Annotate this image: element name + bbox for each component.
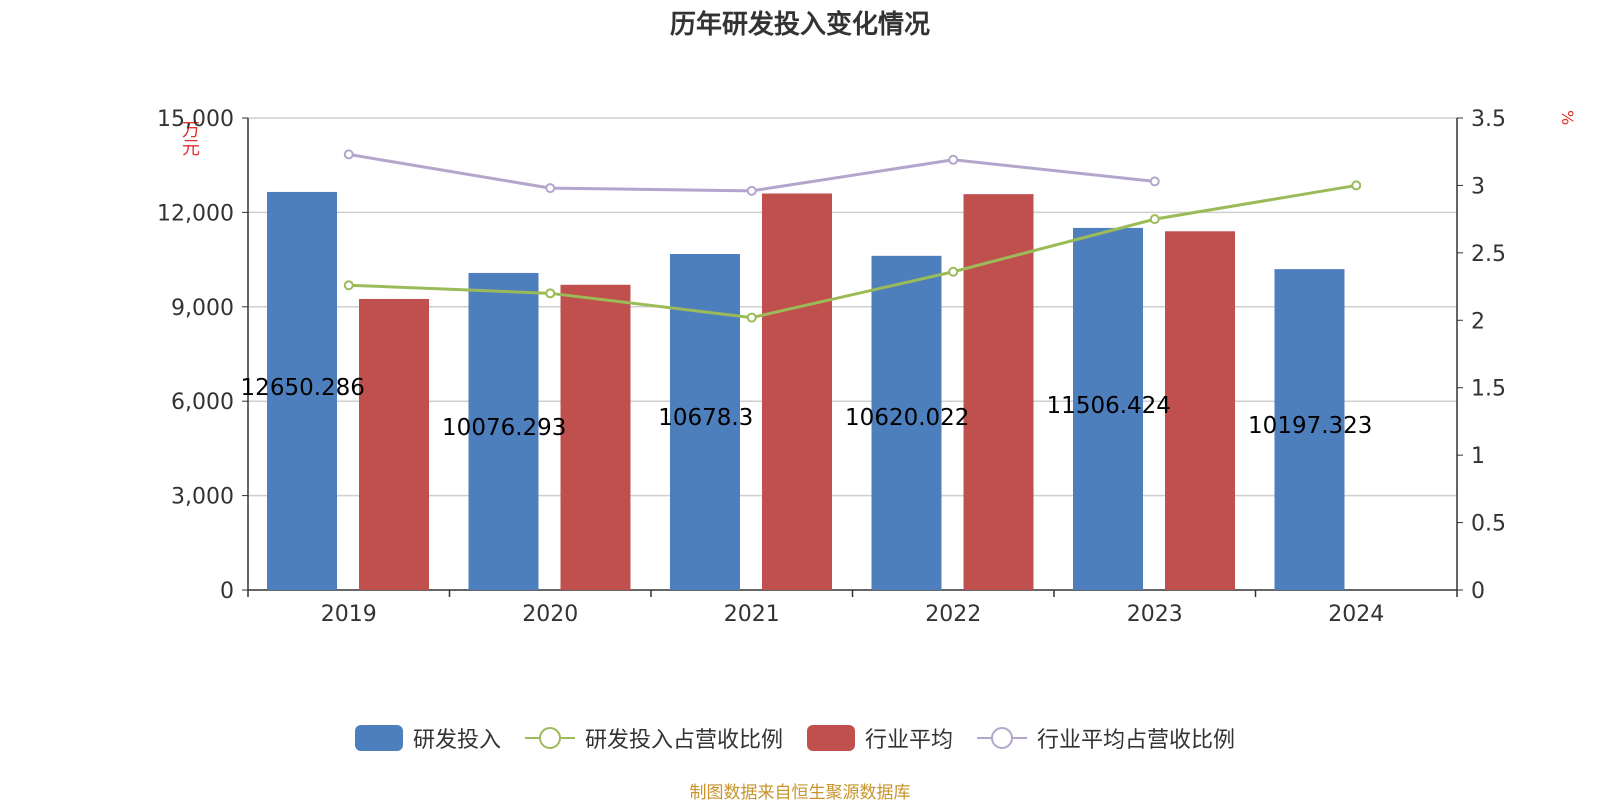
x-tick-label: 2021 bbox=[724, 602, 780, 627]
chart-legend: 研发投入 研发投入占营收比例 行业平均 行业平均占营收比例 bbox=[0, 722, 1600, 754]
left-tick-label: 6,000 bbox=[171, 390, 234, 415]
point-industry-ratio bbox=[1149, 176, 1160, 187]
x-tick-label: 2023 bbox=[1127, 602, 1183, 627]
legend-label-industry-ratio: 行业平均占营收比例 bbox=[1037, 728, 1236, 753]
right-tick-label: 0.5 bbox=[1471, 512, 1506, 537]
legend-swatch-industry-average bbox=[807, 725, 855, 751]
left-axis-unit: 万元 bbox=[179, 120, 200, 156]
right-tick-label: 3.5 bbox=[1471, 107, 1506, 132]
line-industry-ratio bbox=[348, 152, 1155, 193]
point-rd-ratio bbox=[545, 288, 556, 299]
legend-line-marker-rd-ratio bbox=[524, 727, 575, 749]
x-tick-label: 2024 bbox=[1328, 602, 1384, 627]
bar-industry-average bbox=[560, 284, 631, 590]
point-industry-ratio bbox=[746, 185, 757, 196]
point-industry-ratio bbox=[948, 154, 959, 165]
bar-industry-average bbox=[762, 193, 832, 590]
data-label-rd-investment: 11506.424 bbox=[1047, 393, 1171, 419]
bar-rd-investment bbox=[1073, 227, 1143, 590]
bar-rd-investment bbox=[871, 255, 942, 590]
point-rd-ratio bbox=[343, 280, 354, 291]
right-axis-unit: % bbox=[1558, 110, 1577, 126]
right-tick-label: 2 bbox=[1471, 309, 1485, 334]
line-rd-ratio bbox=[348, 183, 1357, 320]
left-tick-label: 3,000 bbox=[171, 485, 234, 510]
legend-line-marker-industry-ratio bbox=[977, 727, 1028, 749]
legend-label-rd-investment: 研发投入 bbox=[412, 728, 501, 753]
point-industry-ratio bbox=[343, 149, 354, 160]
chart-title: 历年研发投入变化情况 bbox=[669, 10, 930, 40]
point-industry-ratio bbox=[545, 183, 556, 194]
data-label-rd-investment: 10678.3 bbox=[658, 405, 753, 431]
bar-industry-average bbox=[1165, 231, 1235, 590]
right-tick-label: 0 bbox=[1471, 579, 1485, 604]
x-tick-label: 2020 bbox=[522, 602, 578, 627]
data-label-rd-investment: 12650.286 bbox=[241, 375, 365, 401]
legend-label-industry-average: 行业平均 bbox=[865, 728, 954, 753]
right-tick-label: 1.5 bbox=[1471, 377, 1506, 402]
legend-item-industry-ratio[interactable]: 行业平均占营收比例 bbox=[977, 722, 1235, 754]
right-tick-label: 2.5 bbox=[1471, 242, 1506, 267]
legend-label-rd-ratio: 研发投入占营收比例 bbox=[584, 728, 783, 753]
point-rd-ratio bbox=[1351, 180, 1362, 191]
bar-rd-investment bbox=[267, 191, 337, 590]
right-tick-label: 3 bbox=[1471, 174, 1485, 199]
point-rd-ratio bbox=[948, 266, 959, 277]
bar-industry-average bbox=[359, 298, 429, 590]
source-note: 制图数据来自恒生聚源数据库 bbox=[689, 783, 911, 803]
x-tick-label: 2022 bbox=[925, 602, 981, 627]
left-tick-label: 15,000 bbox=[157, 107, 234, 132]
bar-rd-investment bbox=[468, 272, 539, 590]
left-tick-label: 12,000 bbox=[157, 201, 234, 226]
legend-swatch-rd-investment bbox=[354, 725, 403, 751]
data-label-rd-investment: 10620.022 bbox=[845, 405, 969, 431]
left-tick-label: 0 bbox=[220, 579, 234, 604]
data-label-rd-investment: 10197.323 bbox=[1248, 413, 1372, 439]
legend-item-rd-investment[interactable]: 研发投入 bbox=[354, 722, 501, 754]
legend-item-industry-average[interactable]: 行业平均 bbox=[807, 722, 953, 754]
bar-rd-investment bbox=[1274, 269, 1345, 590]
point-rd-ratio bbox=[746, 312, 757, 323]
legend-item-rd-ratio[interactable]: 研发投入占营收比例 bbox=[524, 722, 783, 754]
data-label-rd-investment: 10076.293 bbox=[442, 415, 566, 441]
x-tick-label: 2019 bbox=[321, 602, 377, 627]
point-rd-ratio bbox=[1149, 214, 1160, 225]
left-tick-label: 9,000 bbox=[171, 296, 234, 321]
right-tick-label: 1 bbox=[1471, 444, 1485, 469]
